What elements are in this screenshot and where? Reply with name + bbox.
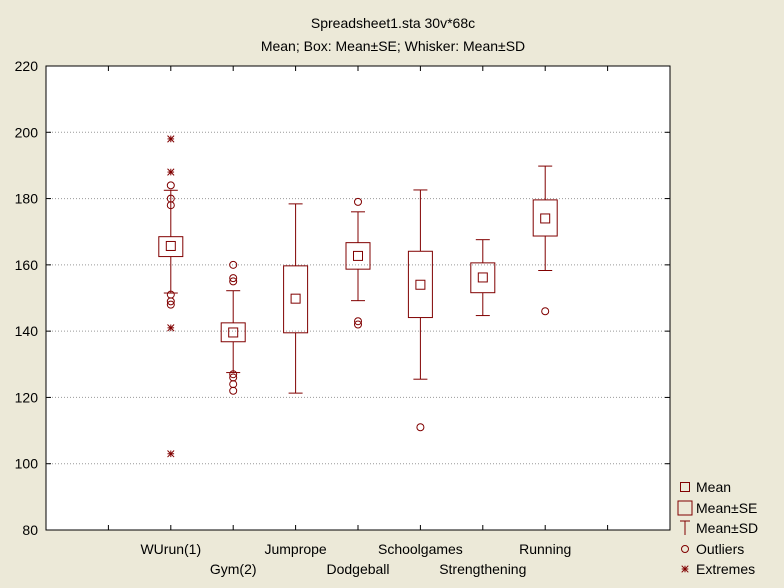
legend-label: Outliers xyxy=(696,541,744,557)
legend-item: Mean xyxy=(680,479,731,495)
se-box xyxy=(470,262,496,294)
x-tick-label: Schoolgames xyxy=(378,541,463,557)
legend-mean-symbol xyxy=(680,482,690,492)
box-group xyxy=(407,189,433,432)
se-box xyxy=(283,265,309,334)
box-group xyxy=(345,197,371,329)
extreme-point xyxy=(167,168,175,176)
legend-outlier-symbol xyxy=(681,545,689,553)
legend-item: Extremes xyxy=(681,561,755,577)
extreme-stroke xyxy=(167,135,175,143)
outlier-point xyxy=(416,423,425,432)
outlier-point xyxy=(541,307,550,316)
legend: Mean Mean±SE Mean±SD Outliers Extremes xyxy=(677,479,758,577)
y-tick-label: 200 xyxy=(15,124,39,140)
outlier-point xyxy=(229,370,238,379)
extreme-point xyxy=(167,135,175,143)
outlier-point xyxy=(354,320,362,329)
legend-item: Outliers xyxy=(681,541,744,557)
y-tick-label: 100 xyxy=(15,456,39,472)
y-tick-label: 180 xyxy=(15,191,39,207)
outlier-point xyxy=(166,297,175,306)
box-group xyxy=(283,203,309,394)
y-axis: 80 100 120 140 160 180 200 220 xyxy=(15,58,670,538)
legend-label: Mean±SD xyxy=(696,520,758,536)
extreme-stroke xyxy=(167,324,175,332)
mean-marker xyxy=(228,327,239,338)
y-tick-label: 140 xyxy=(15,323,39,339)
se-box xyxy=(158,236,184,258)
legend-box-symbol xyxy=(677,500,693,516)
outlier-point xyxy=(166,181,175,190)
mean-marker xyxy=(477,272,488,283)
gridlines xyxy=(46,131,670,465)
legend-whisker-symbol xyxy=(680,520,690,535)
outlier-point xyxy=(354,317,362,326)
legend-label: Mean xyxy=(696,479,731,495)
legend-item: Mean±SD xyxy=(680,520,758,536)
outlier-point xyxy=(166,300,175,309)
se-box xyxy=(345,242,371,270)
y-tick-label: 80 xyxy=(22,522,38,538)
x-tick-label: Running xyxy=(519,541,571,557)
extreme-stroke xyxy=(167,168,175,176)
box-groups xyxy=(158,135,558,458)
mean-marker xyxy=(540,213,551,224)
legend-label: Extremes xyxy=(696,561,755,577)
extreme-point xyxy=(167,324,175,332)
y-tick-label: 220 xyxy=(15,58,39,74)
y-tick-label: 120 xyxy=(15,389,39,405)
outlier-point xyxy=(229,277,238,286)
mean-marker xyxy=(290,293,301,304)
legend-item: Mean±SE xyxy=(677,500,757,516)
outlier-point xyxy=(229,386,238,395)
extreme-stroke xyxy=(681,565,689,573)
extreme-point xyxy=(167,450,175,458)
x-tick-label: Jumprope xyxy=(264,541,326,557)
outlier-point xyxy=(166,201,175,210)
box-group xyxy=(470,239,496,317)
chart-subtitle: Mean; Box: Mean±SE; Whisker: Mean±SD xyxy=(261,38,525,54)
se-box xyxy=(532,199,558,237)
box-group xyxy=(220,260,246,395)
outlier-point xyxy=(229,274,238,283)
mean-marker xyxy=(353,250,363,261)
x-tick-label: WUrun(1) xyxy=(140,541,201,557)
legend-label: Mean±SE xyxy=(696,500,757,516)
x-tick-label: Dodgeball xyxy=(326,561,389,577)
chart-title: Spreadsheet1.sta 30v*68c xyxy=(311,15,475,31)
box-group xyxy=(532,165,558,316)
outlier-point xyxy=(229,260,238,269)
se-box xyxy=(220,322,246,343)
box-group xyxy=(158,135,184,458)
y-tick-label: 160 xyxy=(15,257,39,273)
mean-marker xyxy=(415,279,426,290)
x-tick-label: Strengthening xyxy=(439,561,526,577)
legend-extreme-symbol xyxy=(681,565,689,573)
mean-marker xyxy=(165,240,176,251)
x-tick-label: Gym(2) xyxy=(210,561,257,577)
outlier-point xyxy=(354,197,362,206)
se-box xyxy=(407,250,433,319)
extreme-stroke xyxy=(167,450,175,458)
